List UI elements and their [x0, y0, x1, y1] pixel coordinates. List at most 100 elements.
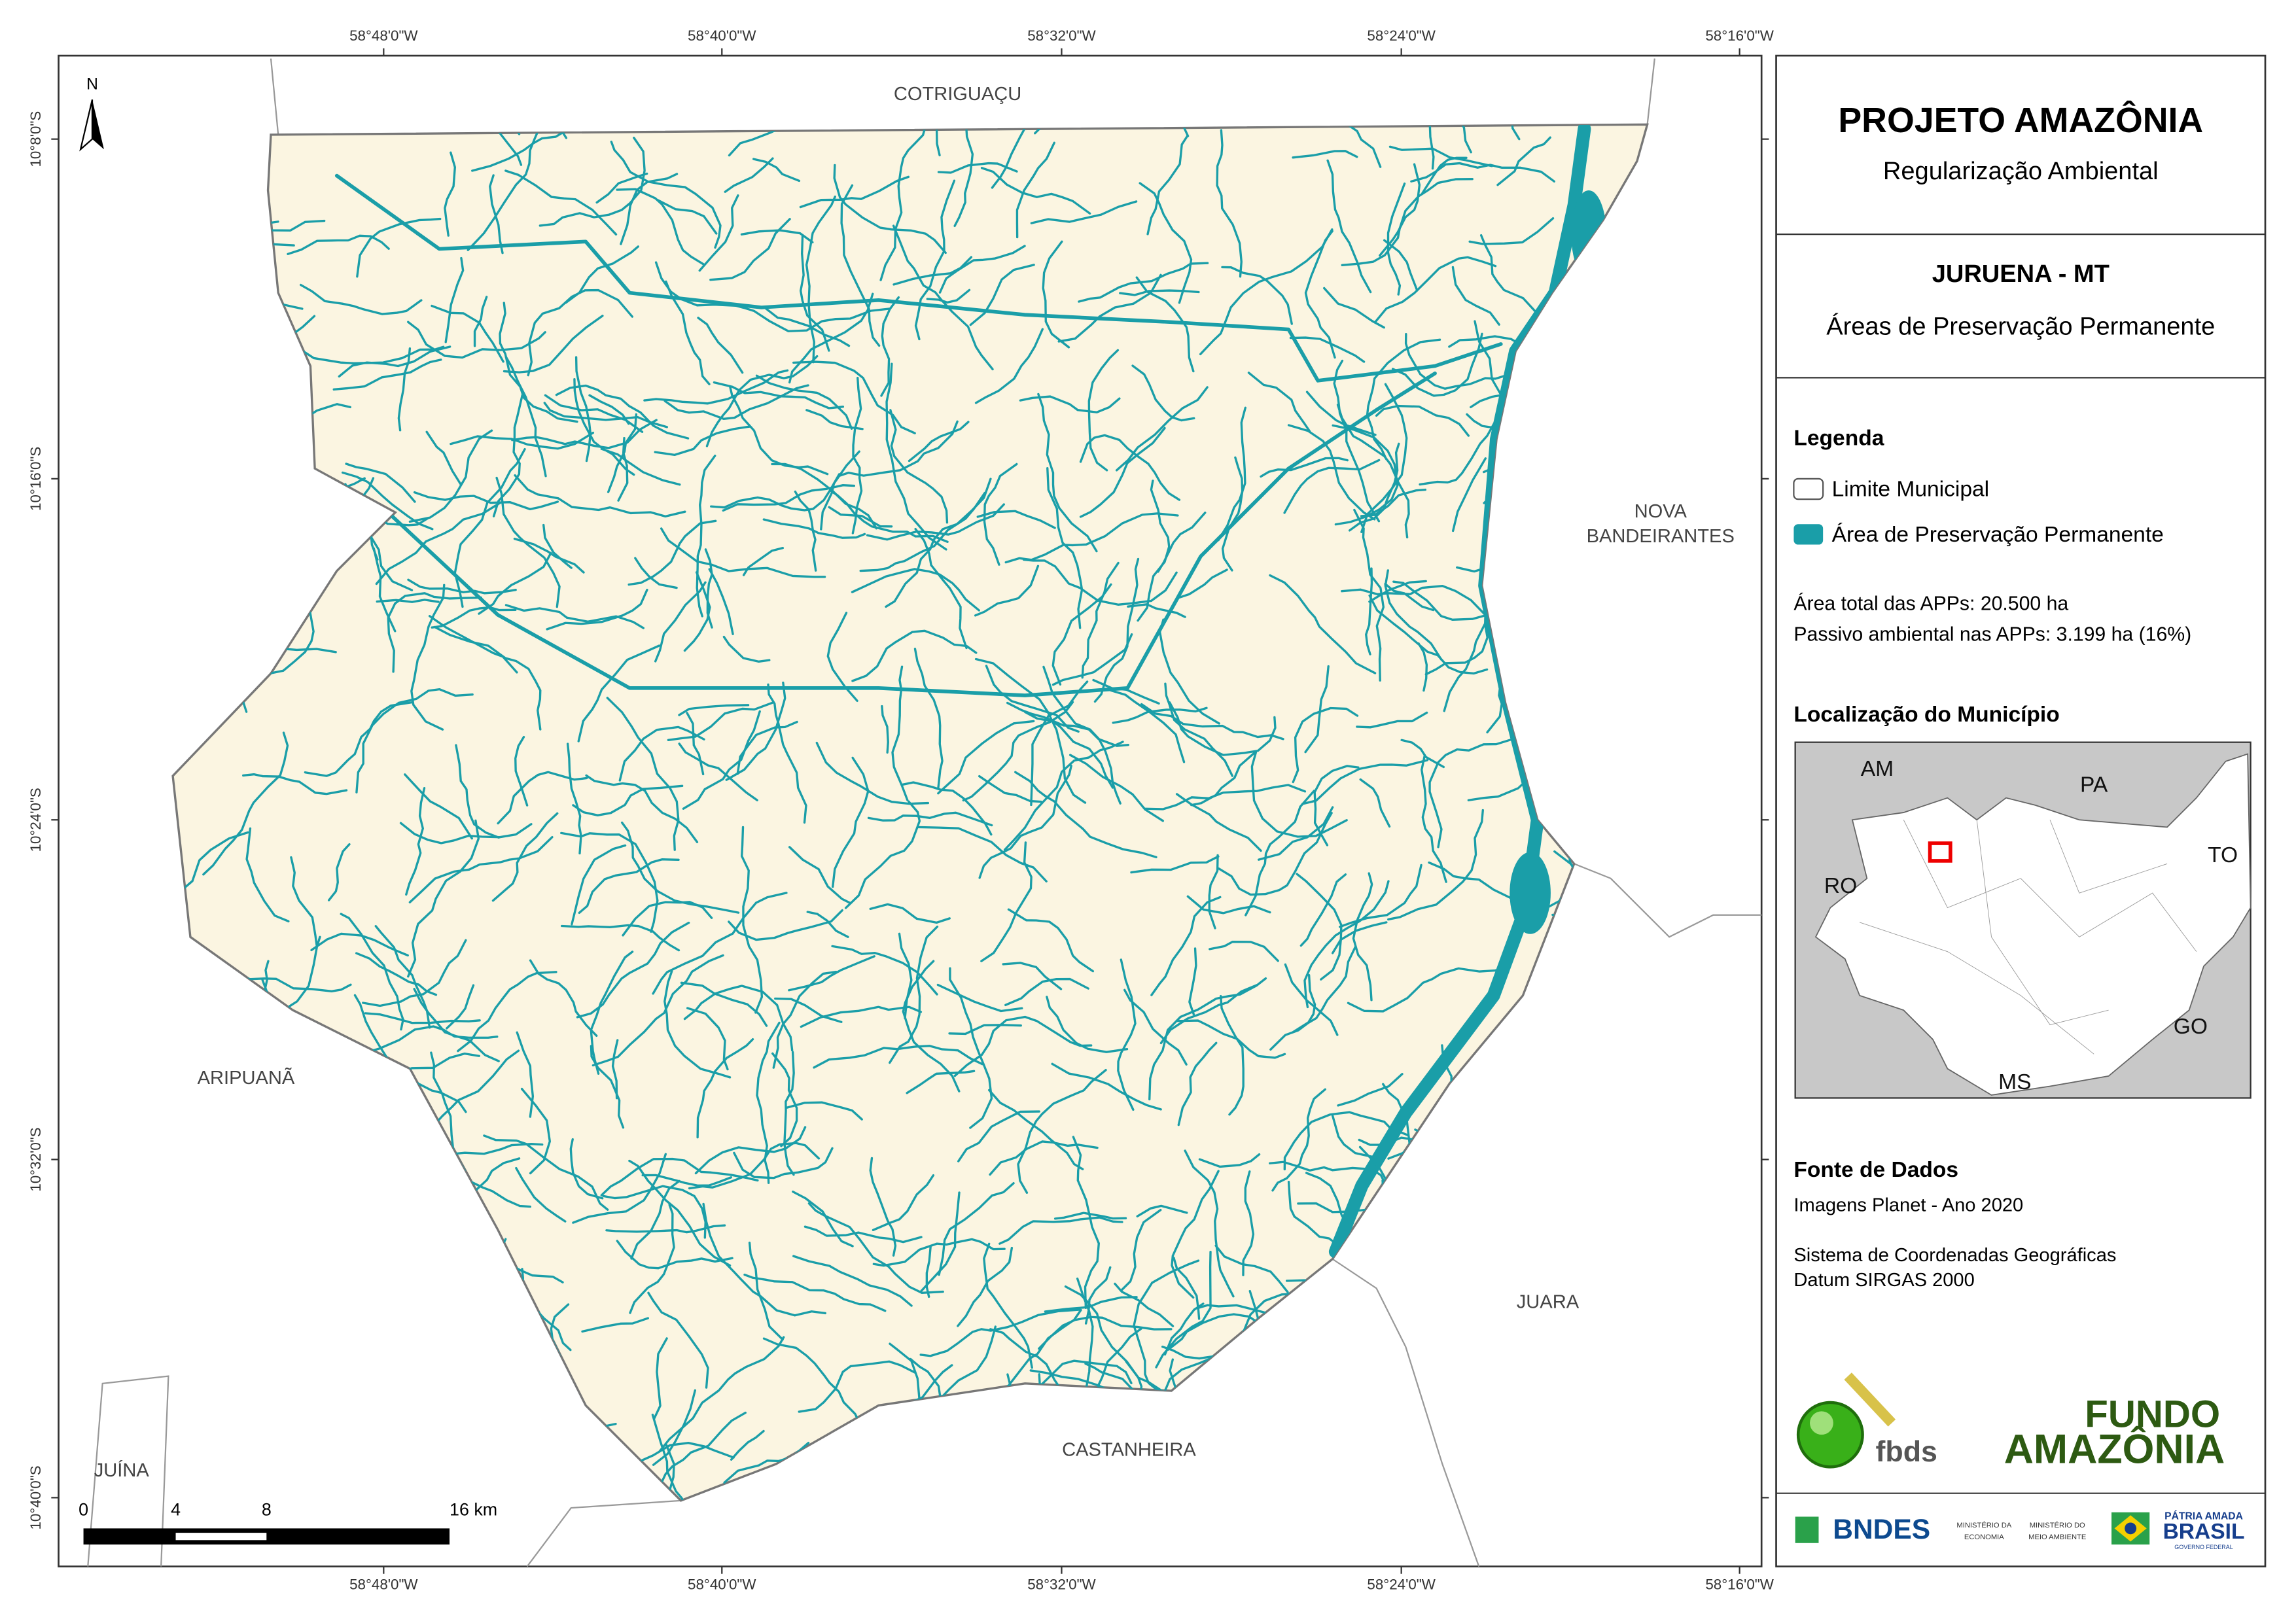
river: [1209, 940, 1279, 962]
river: [1365, 567, 1373, 655]
river: [1167, 1313, 1261, 1351]
river: [1384, 569, 1443, 661]
river: [748, 1242, 784, 1341]
river: [831, 945, 938, 996]
river: [1392, 580, 1504, 621]
river: [560, 924, 680, 952]
river: [913, 648, 944, 790]
river: [696, 455, 716, 618]
river: [1046, 467, 1084, 629]
river: [1348, 442, 1400, 532]
river: [407, 819, 480, 978]
river: [1176, 568, 1228, 600]
river: [491, 812, 559, 902]
river: [1368, 580, 1427, 603]
river: [1198, 1153, 1261, 1168]
river: [504, 169, 618, 236]
river: [1127, 603, 1186, 618]
river: [387, 592, 483, 673]
river: [1135, 276, 1195, 373]
river: [1220, 995, 1245, 1116]
river: [1269, 574, 1377, 674]
river: [948, 1024, 1022, 1036]
river: [1004, 977, 1089, 1007]
river: [1400, 739, 1445, 769]
river: [815, 741, 930, 805]
river: [1130, 855, 1220, 874]
river: [1356, 711, 1428, 729]
river: [590, 1045, 625, 1129]
river: [697, 317, 744, 374]
river: [1387, 809, 1484, 921]
river: [1014, 771, 1157, 859]
river: [891, 665, 909, 801]
river: [1115, 386, 1209, 472]
river: [299, 283, 423, 315]
river: [762, 518, 866, 539]
river: [355, 952, 438, 996]
river: [362, 939, 467, 1007]
river: [1260, 457, 1349, 478]
river: [1333, 359, 1381, 523]
river: [483, 1134, 609, 1211]
place-label: BANDEIRANTES: [1587, 526, 1735, 547]
river: [1023, 558, 1178, 606]
river: [1221, 266, 1293, 325]
river: [345, 462, 416, 503]
river: [653, 1337, 668, 1420]
river: [976, 510, 1056, 529]
neighbor-boundaries: [87, 58, 1762, 1567]
river: [1474, 320, 1502, 395]
river: [1186, 895, 1271, 915]
river: [1139, 182, 1193, 304]
river: [983, 462, 1018, 566]
river: [785, 1101, 863, 1121]
state-label: PA: [2080, 773, 2108, 797]
river: [595, 172, 648, 204]
river: [654, 425, 751, 457]
river: [1163, 1302, 1205, 1356]
north-label: N: [86, 75, 98, 93]
river: [332, 358, 442, 391]
river: [590, 951, 634, 1075]
river: [730, 1429, 765, 1461]
river: [242, 773, 348, 795]
river: [867, 811, 993, 827]
river: [783, 1051, 795, 1176]
lon-label: 58°32'0"W: [1027, 1577, 1096, 1593]
river: [667, 701, 773, 741]
river: [527, 288, 633, 377]
river: [788, 955, 875, 992]
river: [404, 773, 473, 840]
river: [663, 969, 732, 1079]
stat: Área total das APPs: 20.500 ha: [1793, 593, 2068, 614]
river: [628, 1159, 732, 1267]
river: [728, 909, 843, 941]
river: [376, 599, 440, 603]
river: [1242, 1170, 1255, 1276]
river: [728, 302, 892, 332]
logo-ministry: MEIO AMBIENTE: [2028, 1533, 2086, 1541]
state-label: MS: [1998, 1070, 2031, 1094]
river: [752, 158, 801, 183]
river: [914, 179, 956, 341]
state-labels: AM PA TO RO GO MS: [1824, 757, 2238, 1094]
river: [1304, 230, 1336, 359]
river: [606, 697, 680, 851]
river: [1112, 707, 1208, 724]
river: [455, 744, 500, 839]
logo-ministry: ECONOMIA: [1964, 1533, 2004, 1541]
river: [829, 489, 949, 543]
river: [1208, 854, 1219, 930]
river: [792, 1190, 854, 1248]
river: [828, 506, 893, 528]
place-label: ARIPUANÃ: [198, 1066, 295, 1089]
logos: fbds FUNDO AMAZÔNIA BNDES MINISTÉRIO DA …: [1795, 1372, 2245, 1550]
river: [1386, 182, 1406, 296]
lat-label: 10°24'0"S: [27, 788, 44, 852]
lon-label: 58°16'0"W: [1705, 1577, 1774, 1593]
river: [705, 355, 819, 447]
logo-brasil: BRASIL: [2163, 1520, 2245, 1544]
river: [1109, 689, 1186, 763]
river: [489, 174, 504, 254]
